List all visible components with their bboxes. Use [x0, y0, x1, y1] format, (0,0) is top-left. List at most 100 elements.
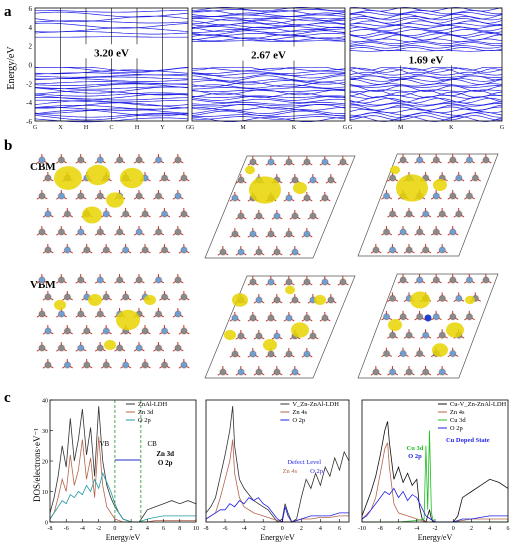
al-atom: [292, 177, 298, 183]
al-atom: [406, 332, 412, 338]
al-atom: [136, 193, 142, 199]
al-atom: [156, 345, 162, 351]
zn-atom: [450, 351, 456, 357]
x-tick-label: -2: [96, 526, 101, 532]
zn-atom: [181, 247, 187, 253]
structure-panel: [37, 154, 189, 254]
al-atom: [117, 277, 123, 283]
zn-atom: [136, 229, 142, 235]
zn-atom: [322, 279, 328, 285]
al-atom: [58, 229, 64, 235]
al-atom: [64, 211, 70, 217]
isosurface-lobe: [314, 295, 326, 305]
zn-atom: [439, 247, 445, 253]
al-atom: [78, 311, 84, 317]
legend-entry: O 2p: [292, 417, 305, 424]
zn-atom: [238, 369, 244, 375]
legend-entry: ZnAl-LDH: [138, 401, 168, 408]
legend-entry: O 2p: [138, 417, 151, 424]
al-atom: [450, 193, 456, 199]
al-atom: [390, 211, 396, 217]
x-tick-label: -10: [358, 526, 366, 532]
al-atom: [304, 279, 310, 285]
isosurface-lobe: [433, 179, 447, 191]
k-point-label: X: [58, 125, 63, 131]
isosurface-lobe: [104, 340, 116, 350]
x-axis-label: Energy/eV: [260, 533, 295, 542]
zn-atom: [390, 247, 396, 253]
al-atom: [406, 211, 412, 217]
al-atom: [220, 249, 226, 255]
isosurface-lobe: [86, 165, 110, 185]
isosurface-lobe: [293, 182, 307, 194]
conduction-band: [350, 12, 502, 15]
al-atom: [64, 328, 70, 334]
al-atom: [390, 332, 396, 338]
al-atom: [136, 157, 142, 163]
al-atom: [256, 369, 262, 375]
al-atom: [78, 157, 84, 163]
al-atom: [286, 351, 292, 357]
x-tick-label: 6: [507, 526, 510, 532]
x-tick-label: 8: [178, 526, 181, 532]
zn-atom: [103, 211, 109, 217]
al-atom: [58, 157, 64, 163]
al-atom: [384, 351, 390, 357]
legend-entry: O 2p: [450, 425, 463, 432]
al-atom: [286, 279, 292, 285]
al-atom: [162, 294, 168, 300]
al-atom: [406, 369, 412, 375]
al-atom: [97, 229, 103, 235]
unit-cell: [358, 154, 498, 256]
al-atom: [439, 295, 445, 301]
structure-panel: [37, 274, 189, 369]
al-atom: [39, 229, 45, 235]
x-tick-label: -8: [48, 526, 53, 532]
al-atom: [175, 277, 181, 283]
isosurface-lobe: [410, 292, 430, 309]
al-atom: [250, 159, 256, 165]
x-tick-label: 0: [113, 526, 116, 532]
al-atom: [328, 177, 334, 183]
conduction-band: [192, 17, 345, 19]
isosurface-lobe: [120, 168, 144, 188]
band-y-tick: -2: [26, 80, 32, 88]
zn-atom: [162, 211, 168, 217]
al-atom: [39, 193, 45, 199]
dos-ylabel: DOS/electrons·eV⁻¹: [32, 428, 42, 502]
al-atom: [232, 351, 238, 357]
zn-atom: [250, 231, 256, 237]
al-atom: [268, 315, 274, 321]
k-point-label: G: [500, 125, 505, 131]
conduction-band: [192, 27, 345, 30]
al-atom: [292, 297, 298, 303]
al-atom: [84, 247, 90, 253]
panel-label-c: c: [4, 390, 11, 406]
al-atom: [103, 247, 109, 253]
al-atom: [417, 351, 423, 357]
al-atom: [340, 279, 346, 285]
k-point-label: G: [33, 125, 38, 131]
zn-atom: [78, 229, 84, 235]
al-atom: [439, 332, 445, 338]
al-atom: [417, 314, 423, 320]
zn-atom: [64, 247, 70, 253]
conduction-band: [192, 38, 345, 41]
zn-atom: [292, 369, 298, 375]
x-tick-label: 6: [338, 526, 341, 532]
x-tick-label: -6: [223, 526, 228, 532]
al-atom: [97, 193, 103, 199]
doped-state-annotation: Cu Doped State: [446, 437, 490, 444]
conduction-band: [350, 43, 502, 46]
al-atom: [256, 333, 262, 339]
al-atom: [423, 369, 429, 375]
al-atom: [78, 193, 84, 199]
zn-atom: [175, 193, 181, 199]
structure-images: [37, 154, 498, 378]
dos-frame: [206, 400, 349, 522]
al-atom: [450, 314, 456, 320]
y-tick-label: 40: [42, 399, 48, 405]
band-y-tick: 6: [29, 5, 33, 13]
al-atom: [310, 333, 316, 339]
al-atom: [175, 229, 181, 235]
